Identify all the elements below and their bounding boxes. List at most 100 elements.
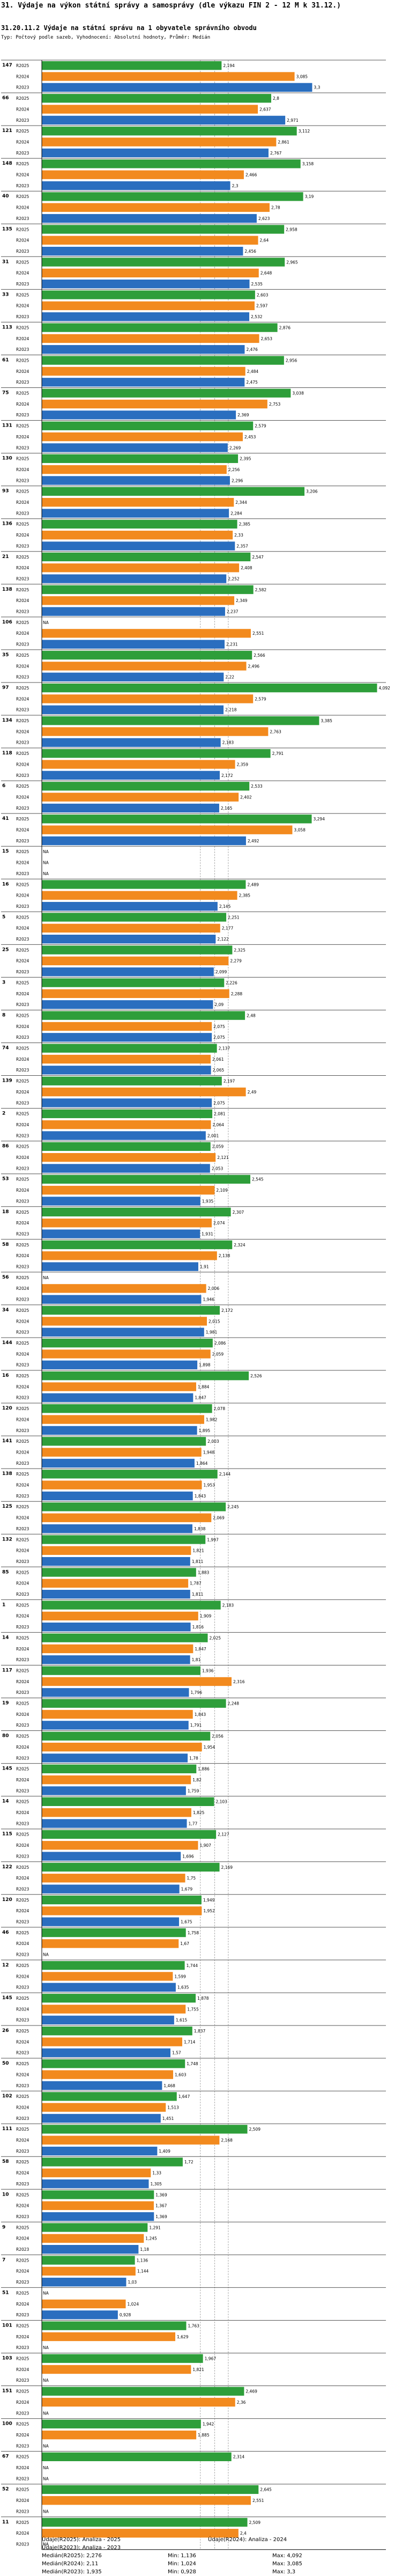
series-label: R2023 — [16, 1690, 29, 1695]
bar-r2024 — [42, 1382, 196, 1391]
series-label: R2023 — [16, 85, 29, 90]
value-label: 1,864 — [196, 1461, 208, 1466]
series-label: R2023 — [16, 1953, 29, 1957]
bar-r2025 — [42, 2321, 187, 2330]
series-label: R2025 — [16, 849, 29, 854]
series-label: R2024 — [16, 992, 29, 996]
group-label: 10 — [2, 2192, 9, 2197]
bar-r2023 — [42, 476, 230, 485]
series-label: R2025 — [16, 457, 29, 461]
bar-r2023 — [42, 640, 225, 649]
value-label: 2,165 — [221, 806, 233, 811]
series-label: R2024 — [16, 1941, 29, 1946]
series-label: R2025 — [16, 1308, 29, 1313]
value-label: 2,767 — [270, 151, 282, 156]
bar-r2023 — [42, 181, 230, 190]
series-label: R2024 — [16, 369, 29, 374]
value-label: 2,226 — [226, 980, 237, 985]
na-label: NA — [43, 849, 49, 854]
value-label: 2,402 — [240, 795, 252, 799]
bar-r2025 — [42, 1797, 214, 1806]
bar-r2025 — [42, 1601, 221, 1610]
series-label: R2024 — [16, 2367, 29, 2372]
value-label: 1,451 — [162, 2116, 174, 2121]
value-label: 1,367 — [155, 2204, 167, 2208]
series-label: R2025 — [16, 2520, 29, 2525]
series-label: R2025 — [16, 1275, 29, 1280]
series-label: R2024 — [16, 1810, 29, 1815]
series-label: R2023 — [16, 839, 29, 843]
na-label: NA — [43, 861, 49, 865]
bar-r2025 — [42, 1666, 200, 1675]
group-label: 11 — [2, 2520, 9, 2525]
series-label: R2024 — [16, 598, 29, 603]
value-label: 2,385 — [239, 893, 251, 898]
value-label: 2,109 — [216, 1188, 228, 1193]
series-label: R2025 — [16, 980, 29, 985]
value-label: 1,755 — [187, 2007, 199, 2012]
series-label: R2023 — [16, 576, 29, 581]
bar-r2023 — [42, 1753, 188, 1763]
bar-r2025 — [42, 356, 284, 365]
bar-r2025 — [42, 2092, 177, 2101]
bar-r2025 — [42, 978, 225, 987]
bar-r2024 — [42, 137, 277, 146]
series-label: R2024 — [16, 926, 29, 931]
bar-r2024 — [42, 2168, 151, 2177]
series-label: R2024 — [16, 304, 29, 309]
value-label: 2,408 — [241, 566, 252, 570]
series-label: R2025 — [16, 391, 29, 396]
bar-r2024 — [42, 1219, 212, 1228]
group-label: 139 — [2, 1078, 12, 1084]
bar-r2023 — [42, 1262, 198, 1271]
value-label: 2,535 — [251, 282, 263, 287]
series-label: R2023 — [16, 1100, 29, 1105]
na-label: NA — [43, 2443, 49, 2448]
bar-r2023 — [42, 1164, 210, 1173]
na-label: NA — [43, 2378, 49, 2383]
series-label: R2025 — [16, 1734, 29, 1739]
series-label: R2024 — [16, 500, 29, 505]
value-label: 1,305 — [150, 2182, 162, 2186]
value-label: 2,64 — [260, 238, 269, 243]
group-label: 6 — [2, 783, 5, 789]
group-label: 132 — [2, 1537, 12, 1542]
bar-r2023 — [42, 1655, 190, 1664]
value-label: 1,886 — [198, 1767, 210, 1772]
value-label: 2,194 — [223, 63, 235, 68]
value-label: 1,884 — [198, 1384, 210, 1389]
series-label: R2024 — [16, 2433, 29, 2438]
series-label: R2025 — [16, 817, 29, 821]
bar-r2025 — [42, 1862, 220, 1872]
value-label: 1,696 — [182, 1854, 194, 1859]
group-label: 111 — [2, 2126, 12, 2132]
series-label: R2025 — [16, 2225, 29, 2230]
bar-r2025 — [42, 1044, 217, 1053]
series-label: R2025 — [16, 1963, 29, 1968]
group-label: 14 — [2, 1799, 9, 1804]
series-label: R2023 — [16, 2116, 29, 2121]
series-label: R2024 — [16, 664, 29, 669]
value-label: 2,284 — [230, 511, 242, 516]
value-label: 2,22 — [225, 675, 234, 680]
series-label: R2024 — [16, 762, 29, 767]
group-label: 141 — [2, 1439, 12, 1444]
value-label: 1,714 — [184, 2039, 196, 2044]
value-label: 1,931 — [202, 1231, 213, 1236]
value-label: 2,395 — [240, 457, 251, 461]
value-label: 2,197 — [224, 1079, 235, 1084]
bar-r2023 — [42, 443, 228, 452]
series-label: R2024 — [16, 1352, 29, 1356]
na-label: NA — [43, 2291, 49, 2295]
value-label: 1,144 — [137, 2269, 149, 2274]
value-label: 2,025 — [210, 1635, 221, 1640]
group-label: 120 — [2, 1406, 12, 1411]
bar-r2024 — [42, 792, 239, 802]
value-label: 1,946 — [203, 1297, 214, 1302]
series-label: R2024 — [16, 1188, 29, 1193]
bar-r2025 — [42, 1338, 213, 1348]
bar-r2023 — [42, 1983, 176, 1992]
series-label: R2023 — [16, 1461, 29, 1466]
group-label: 113 — [2, 325, 12, 330]
group-label: 9 — [2, 2225, 5, 2230]
